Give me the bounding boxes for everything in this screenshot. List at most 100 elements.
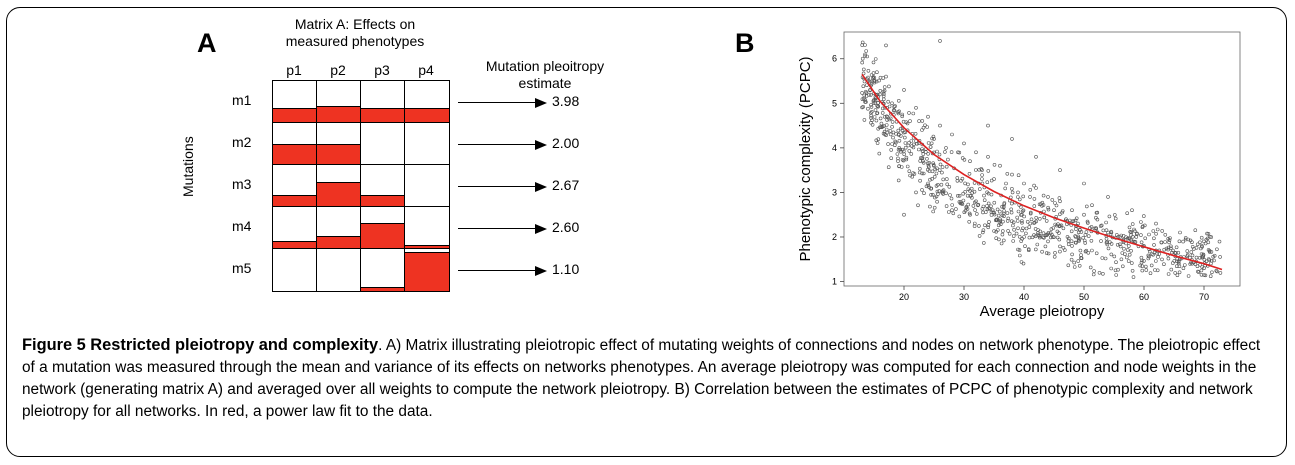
scatter-point	[902, 88, 906, 92]
scatter-point	[1069, 257, 1074, 262]
scatter-point	[1130, 269, 1135, 273]
y-tick-label: 4	[832, 143, 837, 153]
scatter-point	[1022, 214, 1026, 219]
scatter-point	[1166, 256, 1171, 261]
scatter-point	[1092, 226, 1097, 231]
scatter-point	[1139, 240, 1144, 245]
scatter-point	[1101, 272, 1105, 276]
column-header-p4: p4	[418, 62, 434, 78]
arrow-line-m4	[458, 228, 536, 229]
scatter-point	[950, 132, 954, 137]
matrix-cell-fill	[405, 251, 449, 291]
scatter-point	[875, 141, 880, 145]
scatter-point	[1058, 249, 1062, 254]
scatter-point	[1034, 219, 1038, 224]
scatter-point	[900, 158, 905, 162]
scatter-point	[1086, 234, 1091, 238]
scatter-point	[1129, 249, 1133, 253]
matrix-cell-m4-p1	[272, 206, 318, 250]
scatter-point	[1011, 223, 1015, 228]
x-tick-label: 70	[1199, 292, 1209, 302]
scatter-point	[1001, 229, 1005, 233]
scatter-point	[1069, 229, 1074, 234]
scatter-point	[914, 106, 918, 110]
scatter-point	[1015, 215, 1019, 220]
scatter-point	[1189, 250, 1194, 254]
scatter-point	[885, 118, 889, 122]
scatter-point	[992, 200, 997, 205]
scatter-point	[975, 212, 979, 216]
matrix-cell-fill	[273, 241, 317, 249]
scatter-point	[1105, 240, 1110, 244]
scatter-point	[1016, 190, 1020, 195]
scatter-point	[931, 163, 936, 167]
scatter-point	[980, 177, 984, 181]
scatter-point	[1131, 275, 1136, 279]
scatter-point	[891, 130, 896, 135]
scatter-point	[1207, 250, 1212, 254]
scatter-point	[1141, 214, 1146, 218]
scatter-point	[999, 241, 1004, 246]
arrow-head-m5	[535, 265, 547, 276]
scatter-point	[1098, 224, 1103, 228]
scatter-point	[881, 106, 885, 111]
scatter-point	[1064, 217, 1068, 221]
estimate-title: Mutation pleoitropy estimate	[480, 58, 610, 92]
scatter-point	[926, 181, 930, 186]
scatter-point	[1195, 264, 1200, 268]
scatter-point	[869, 105, 874, 109]
scatter-point	[1160, 257, 1164, 262]
scatter-point	[864, 94, 869, 98]
scatter-point	[996, 213, 1001, 218]
scatter-point	[1038, 234, 1043, 238]
matrix-cell-fill	[361, 108, 405, 123]
scatter-point	[931, 161, 935, 165]
matrix-cell-m5-p2	[316, 248, 362, 292]
scatter-point	[1126, 244, 1131, 248]
y-axis-label: Phenotypic complexity (PCPC)	[797, 56, 814, 261]
scatter-point	[909, 139, 914, 143]
scatter-point	[1084, 204, 1089, 209]
scatter-point	[971, 204, 976, 208]
scatter-point	[1016, 247, 1020, 252]
scatter-point	[944, 204, 949, 208]
scatter-point	[946, 157, 950, 162]
scatter-point	[1116, 267, 1120, 272]
scatter-point	[907, 149, 912, 153]
scatter-point	[994, 236, 998, 240]
scatter-point	[947, 210, 951, 214]
y-axis-label-mutations: Mutations	[180, 136, 196, 197]
scatter-point	[895, 152, 900, 156]
scatter-point	[1084, 248, 1089, 253]
scatter-point	[977, 224, 981, 228]
scatter-point	[1049, 227, 1054, 231]
scatter-point	[861, 84, 866, 89]
scatter-point	[966, 182, 970, 187]
scatter-point	[907, 169, 912, 173]
scatter-point	[887, 84, 891, 89]
scatter-point	[873, 98, 878, 103]
scatter-point	[1183, 236, 1188, 240]
scatter-point	[1190, 253, 1195, 258]
matrix-cell-m2-p4	[404, 122, 450, 166]
scatter-point	[1010, 190, 1015, 195]
scatter-point	[1076, 234, 1081, 239]
scatter-point	[970, 191, 974, 195]
scatter-point	[1162, 247, 1167, 252]
scatter-point	[1090, 248, 1094, 253]
scatter-point	[1167, 240, 1171, 245]
scatter-point	[1009, 207, 1013, 212]
row-label-m5: m5	[232, 260, 252, 276]
scatter-point	[1198, 246, 1203, 251]
scatter-point	[888, 129, 893, 133]
scatter-point	[1034, 186, 1038, 190]
scatter-point	[1143, 264, 1148, 269]
scatter-point	[992, 229, 996, 233]
scatter-point	[897, 99, 901, 103]
scatter-point	[1050, 198, 1055, 202]
matrix-cell-m4-p4	[404, 206, 450, 250]
scatter-point	[928, 145, 933, 149]
scatter-point	[1113, 268, 1118, 273]
scatter-point	[948, 193, 952, 197]
scatter-point	[1021, 194, 1025, 199]
